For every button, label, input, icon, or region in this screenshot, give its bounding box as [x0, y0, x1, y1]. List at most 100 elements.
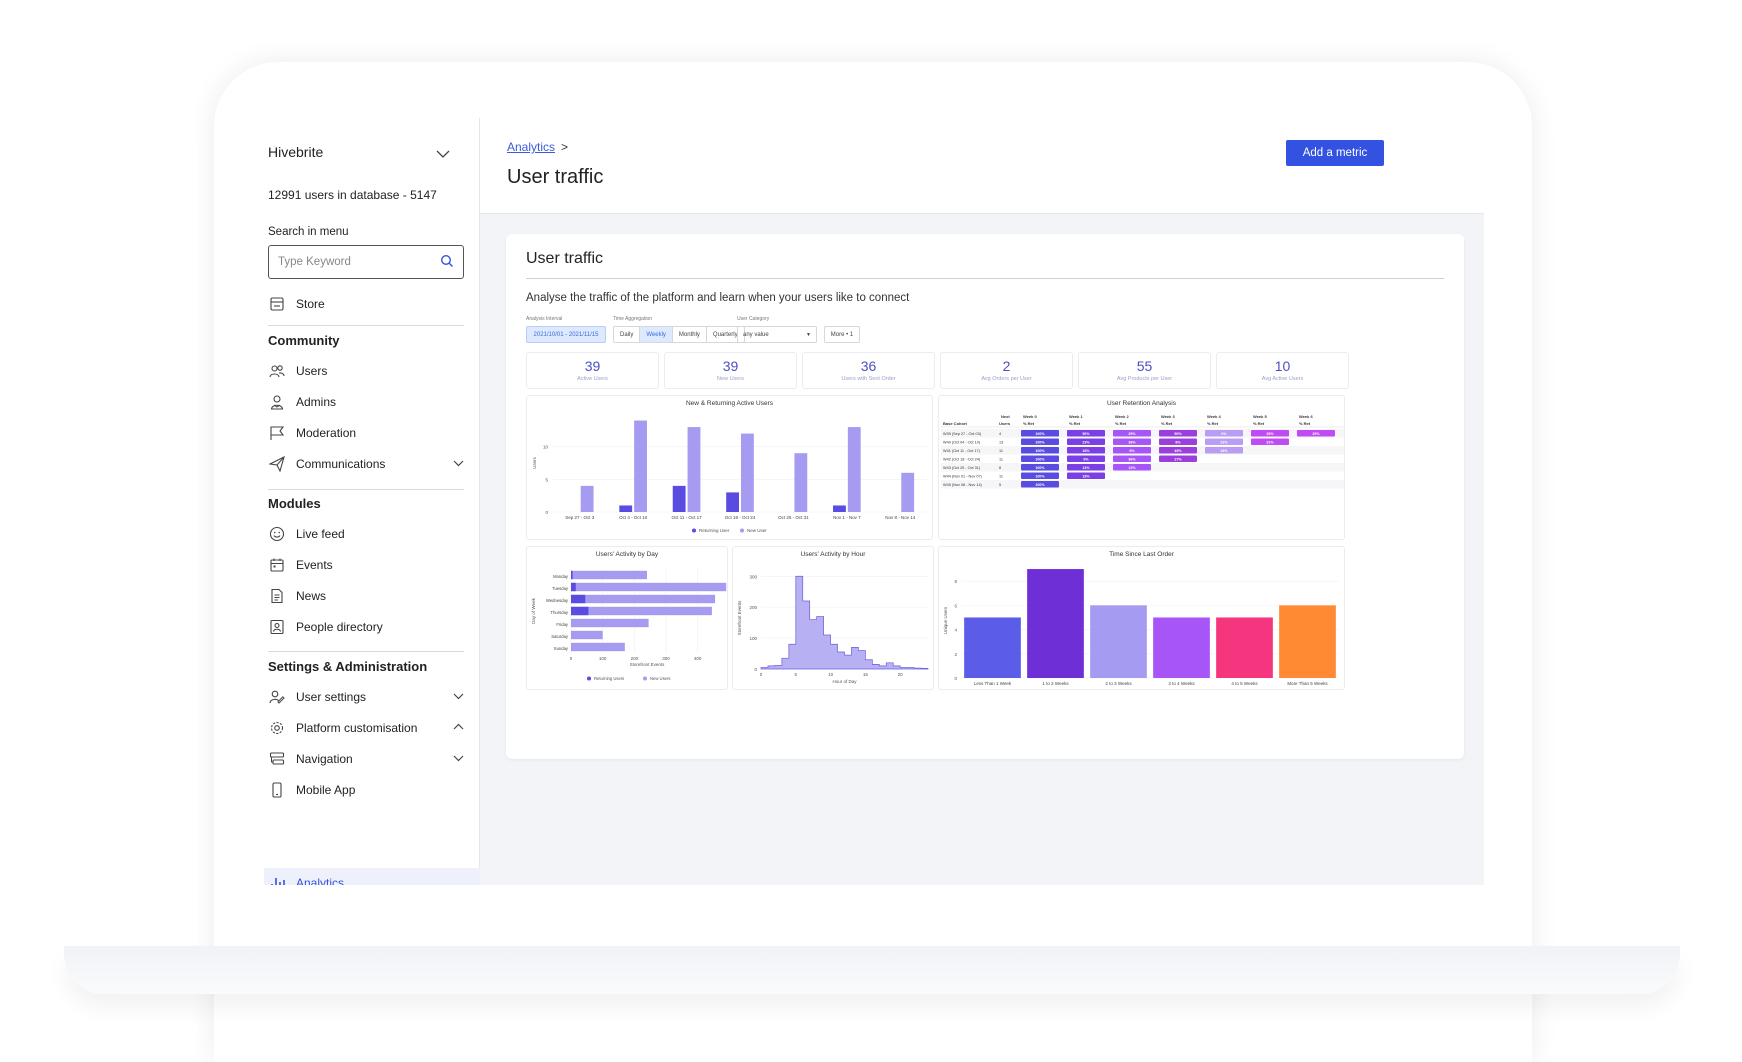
- aggregation-daily[interactable]: Daily: [614, 327, 641, 342]
- y-tick-label: 0: [545, 510, 548, 515]
- retention-cell: [1067, 438, 1105, 445]
- more-filters-button[interactable]: More • 1: [824, 326, 860, 343]
- sidebar-item-news[interactable]: News: [268, 585, 464, 607]
- chevron-up-icon[interactable]: [453, 722, 464, 734]
- caret-down-icon: ▼: [806, 331, 811, 338]
- analysis-interval-input[interactable]: 2021/10/01 - 2021/11/15: [526, 326, 606, 343]
- aggregation-quarterly[interactable]: Quarterly: [712, 331, 738, 338]
- chevron-down-icon[interactable]: [436, 146, 450, 162]
- x-tick-label: 100: [599, 656, 607, 661]
- aggregation-weekly[interactable]: Weekly: [640, 327, 673, 342]
- retention-cell: [1021, 464, 1059, 471]
- legend-label: New User: [747, 528, 767, 533]
- bar-returning-user: [619, 505, 633, 512]
- sidebar-item-store[interactable]: Store: [268, 293, 464, 315]
- retention-value: 100%: [1035, 483, 1045, 487]
- kpi-avg-orders: 2 Avg Orders per User: [940, 352, 1073, 389]
- divider: [268, 325, 464, 326]
- sidebar-item-user-settings[interactable]: User settings: [268, 686, 464, 708]
- filter-label-category: User Category: [737, 316, 770, 322]
- x-tick-label: Nov 1 - Nov 7: [833, 515, 861, 520]
- bar-chart-svg: 0 2 4 6 8 Unique Users Less Than 1 Week 1 to 2 …: [943, 569, 1339, 686]
- bar-new-users: [571, 594, 716, 604]
- divider: [268, 651, 464, 652]
- sidebar-item-live-feed[interactable]: Live feed: [268, 523, 464, 545]
- chevron-down-icon[interactable]: [453, 691, 464, 703]
- retention-cell: [1021, 481, 1059, 488]
- flag-icon: [268, 424, 286, 442]
- org-name[interactable]: Hivebrite: [268, 144, 324, 160]
- sidebar-item-label: Live feed: [296, 527, 345, 541]
- y-tick-label: Tuesday: [552, 586, 569, 591]
- sidebar-item-analytics[interactable]: Analytics: [264, 868, 480, 885]
- x-tick-label: Oct 11 - Oct 17: [671, 515, 702, 520]
- retention-cell: [1297, 430, 1335, 437]
- retention-value: 100%: [1035, 441, 1045, 445]
- add-metric-button[interactable]: Add a metric: [1286, 140, 1384, 166]
- retention-value: 36%: [1128, 458, 1136, 462]
- send-icon: [268, 455, 286, 473]
- retention-value: 31%: [1266, 441, 1274, 445]
- sidebar-item-platform-customisation[interactable]: Platform customisation: [268, 717, 464, 739]
- x-tick-label: 15: [863, 672, 869, 677]
- bar-returning-user: [726, 492, 739, 512]
- retention-value: 100%: [1035, 449, 1045, 453]
- retention-value: 23%: [1082, 441, 1090, 445]
- x-tick-label: Oct 25 - Oct 31: [778, 515, 809, 520]
- kpi-label: New Users: [717, 376, 744, 382]
- retention-value: 50%: [1174, 432, 1182, 436]
- search-input[interactable]: Type Keyword: [268, 245, 464, 279]
- table-cell-users: 11: [999, 449, 1003, 453]
- retention-value: 13%: [1128, 466, 1136, 470]
- sidebar-item-navigation[interactable]: Navigation: [268, 748, 464, 770]
- user-category-select[interactable]: any value ▼: [737, 326, 817, 343]
- y-tick-label: 8: [954, 579, 957, 584]
- sidebar-item-label: Navigation: [296, 752, 353, 766]
- sidebar-item-events[interactable]: Events: [268, 554, 464, 576]
- x-tick-label: 2 to 3 Weeks: [1105, 681, 1132, 686]
- main-content: Analytics > User traffic Add a metric Use…: [480, 118, 1484, 885]
- table-cell-cohort: W43 (Oct 25 - Oct 31): [943, 466, 981, 470]
- x-tick-label: Nov 8 - Nov 14: [885, 515, 916, 520]
- chevron-down-icon[interactable]: [453, 753, 464, 765]
- retention-table-panel: User Retention Analysis Next Week 0 Week 1…: [938, 395, 1345, 540]
- page-title: User traffic: [507, 166, 604, 188]
- sidebar-item-moderation[interactable]: Moderation: [268, 422, 464, 444]
- sidebar-item-admins[interactable]: Admins: [268, 391, 464, 413]
- retention-value: 100%: [1035, 475, 1045, 479]
- sidebar-item-people-directory[interactable]: People directory: [268, 616, 464, 638]
- x-tick-label: 5: [795, 672, 798, 677]
- kpi-value: 10: [1274, 358, 1291, 374]
- sidebar-item-users[interactable]: Users: [268, 360, 464, 382]
- x-tick-label: 3 to 4 Weeks: [1168, 681, 1195, 686]
- retention-table-svg: Next Week 0 Week 1 Week 2 Week 3 Week 4 Week 5…: [941, 414, 1344, 489]
- sidebar-item-label: People directory: [296, 620, 383, 634]
- table-subheader: % Ret: [1161, 421, 1173, 426]
- table-header: Week 4: [1207, 414, 1221, 419]
- table-subheader: % Ret: [1023, 421, 1035, 426]
- y-tick-label: 10: [543, 445, 549, 450]
- x-tick-label: 20: [898, 672, 904, 677]
- table-header: Week 3: [1161, 414, 1175, 419]
- y-tick-label: 200: [749, 605, 757, 610]
- bar-returning-users: [571, 570, 573, 580]
- table-cell-cohort: W42 (Oct 18 - Oct 24): [943, 458, 981, 462]
- aggregation-monthly[interactable]: Monthly: [673, 327, 707, 342]
- search-label: Search in menu: [268, 226, 349, 238]
- breadcrumb-link-analytics[interactable]: Analytics: [507, 140, 556, 154]
- retention-cell: [1205, 447, 1243, 454]
- legend-label: New Users: [650, 676, 670, 681]
- search-icon[interactable]: [440, 254, 454, 271]
- x-tick-label: 0: [760, 672, 763, 677]
- retention-cell: [1251, 430, 1289, 437]
- bar: [1027, 569, 1084, 678]
- bar-chart-svg: 0 5 10 Users Sep 27 - Oct 3 Oct 4 - Oct 10 Oct…: [532, 420, 927, 533]
- y-tick-label: 4: [954, 628, 957, 633]
- legend-label: Returning Users: [594, 676, 624, 681]
- bar-new-user: [687, 427, 701, 512]
- table-subheader: % Ret: [1069, 421, 1081, 426]
- sidebar-item-mobile-app[interactable]: Mobile App: [268, 779, 464, 801]
- chevron-down-icon[interactable]: [453, 458, 464, 470]
- sidebar-item-communications[interactable]: Communications: [268, 453, 464, 475]
- table-cell-cohort: W45 (Nov 08 - Nov 14): [943, 483, 983, 487]
